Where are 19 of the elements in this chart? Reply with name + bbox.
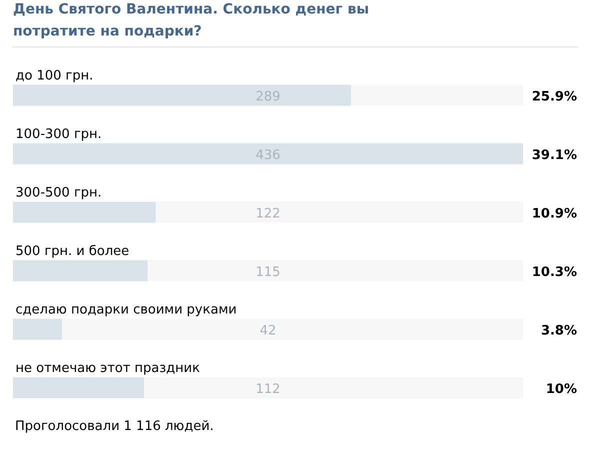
data-label: 115: [256, 264, 280, 280]
chart-title: День Святого Валентина. Сколько денег вы потратите на подарки?: [13, 2, 369, 40]
text: Проголосовали 1 116 людей.: [15, 419, 214, 434]
text: 10.9%: [532, 206, 577, 222]
data-label: 42: [260, 323, 276, 338]
data-label: 112: [256, 382, 280, 397]
y-tick-label: 500 грн. и более: [16, 244, 130, 259]
data-label: 122: [256, 206, 280, 222]
text: 10.3%: [532, 264, 577, 280]
text: 25.9%: [532, 89, 577, 104]
y-tick-label: 100-300 грн.: [16, 126, 102, 142]
text: 39.1%: [532, 148, 577, 163]
text: 10%: [546, 382, 577, 397]
y-tick-label: не отмечаю этот праздник: [16, 360, 200, 376]
y-tick-label: до 100 грн.: [16, 68, 94, 84]
y-tick-label: 300-500 грн.: [16, 185, 102, 200]
bar: [13, 318, 62, 340]
y-tick-label: сделаю подарки своими руками: [16, 302, 237, 318]
text: 3.8%: [540, 323, 577, 338]
